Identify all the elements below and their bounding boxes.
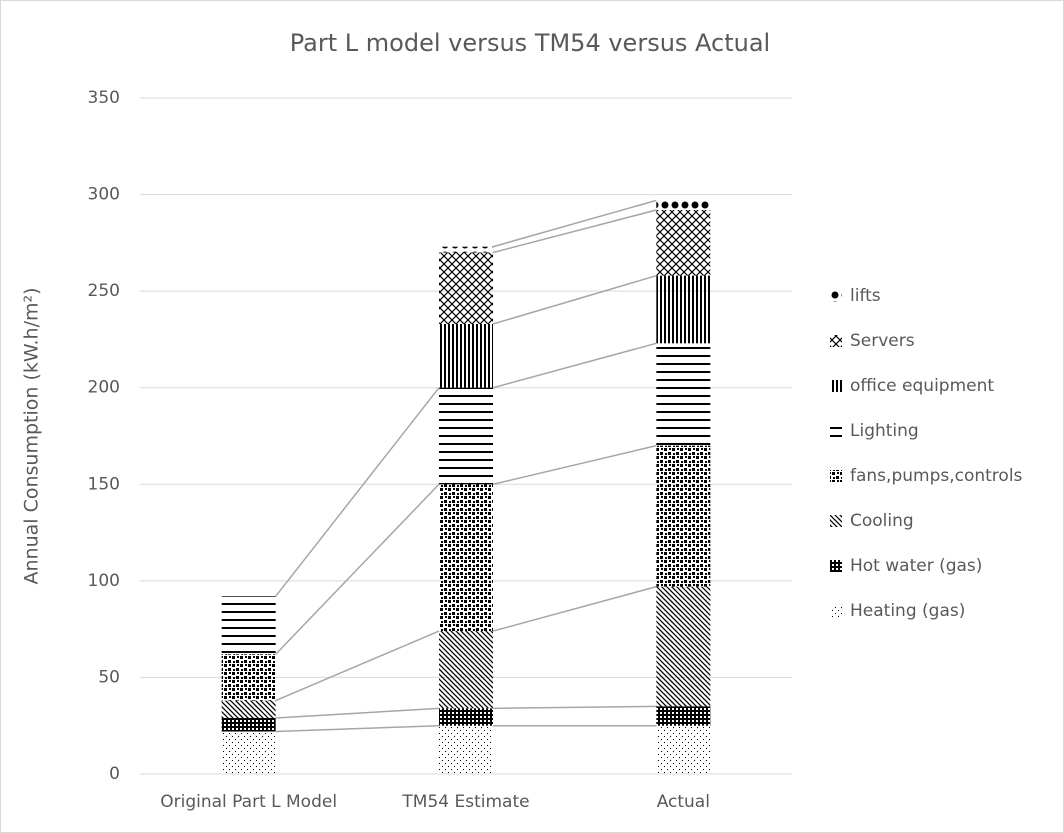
bar-segment bbox=[221, 654, 276, 701]
x-tick-label: Original Part L Model bbox=[160, 792, 337, 812]
legend-swatch bbox=[830, 470, 842, 482]
series-line bbox=[492, 274, 657, 325]
series-line bbox=[275, 724, 440, 733]
series-line bbox=[492, 199, 657, 248]
series-line bbox=[275, 707, 440, 719]
chart-title: Part L model versus TM54 versus Actual bbox=[290, 29, 770, 57]
legend-label: Hot water (gas) bbox=[850, 556, 982, 576]
legend-label: Lighting bbox=[850, 421, 919, 441]
bar-segment bbox=[656, 725, 711, 774]
bar-segment bbox=[656, 445, 711, 587]
legend-swatch bbox=[830, 605, 842, 617]
legend-swatch bbox=[830, 290, 842, 302]
y-axis-label: Annual Consumption (kW.h/m²) bbox=[21, 287, 43, 584]
y-tick-label: 100 bbox=[88, 571, 120, 591]
y-tick-label: 350 bbox=[88, 88, 120, 108]
series-line bbox=[492, 444, 657, 486]
legend-swatch bbox=[830, 425, 842, 437]
bar-segment bbox=[656, 200, 711, 211]
legend-swatch bbox=[830, 515, 842, 527]
series-line bbox=[492, 585, 657, 632]
bar-segment bbox=[439, 725, 493, 774]
bar-segment bbox=[439, 246, 493, 253]
legend-swatch bbox=[830, 560, 842, 572]
bar-segment bbox=[439, 252, 493, 324]
bar-segment bbox=[656, 210, 711, 276]
bar-segment bbox=[439, 708, 493, 726]
bar-segment bbox=[221, 731, 276, 774]
series-line bbox=[492, 705, 657, 710]
y-tick-label: 250 bbox=[88, 281, 120, 301]
series-line bbox=[275, 483, 440, 655]
series-line bbox=[275, 387, 440, 597]
bar-segment bbox=[656, 275, 711, 344]
legend-swatch bbox=[830, 380, 842, 392]
bar-segment bbox=[221, 700, 276, 718]
legend-label: lifts bbox=[850, 286, 881, 306]
y-tick-label: 200 bbox=[88, 378, 120, 398]
series-line bbox=[492, 342, 657, 389]
y-tick-label: 50 bbox=[98, 667, 120, 687]
x-tick-label: Actual bbox=[657, 792, 710, 812]
y-tick-label: 0 bbox=[109, 764, 120, 784]
legend-label: Heating (gas) bbox=[850, 601, 965, 621]
bar-segment bbox=[439, 484, 493, 632]
bar-segment bbox=[439, 631, 493, 709]
bar-segment bbox=[439, 323, 493, 388]
bar-segment bbox=[439, 387, 493, 485]
legend-label: office equipment bbox=[850, 376, 994, 396]
legend-label: Cooling bbox=[850, 511, 914, 531]
bar-segment bbox=[656, 586, 711, 707]
bar-segment bbox=[656, 706, 711, 726]
legend-label: fans,pumps,controls bbox=[850, 466, 1023, 486]
bar-segment bbox=[656, 343, 711, 446]
bar-segment bbox=[221, 596, 276, 655]
series-line bbox=[492, 209, 657, 254]
series-line bbox=[275, 630, 440, 702]
y-tick-label: 150 bbox=[88, 474, 120, 494]
y-tick-label: 300 bbox=[88, 185, 120, 205]
legend-label: Servers bbox=[850, 331, 915, 351]
bar-segment bbox=[221, 717, 276, 732]
x-tick-label: TM54 Estimate bbox=[401, 792, 529, 812]
legend-swatch bbox=[830, 335, 842, 347]
